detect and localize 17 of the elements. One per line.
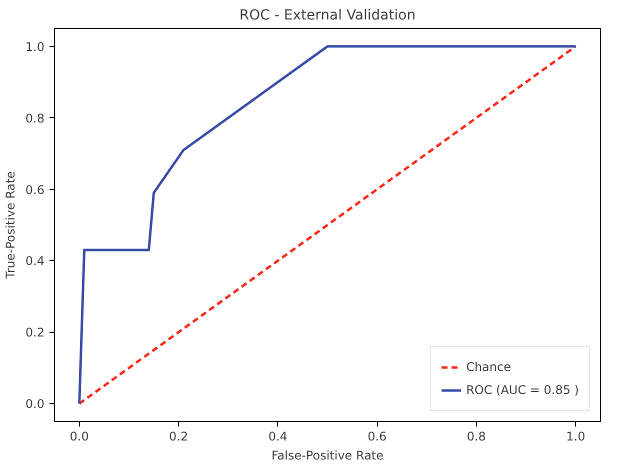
y-tick-label: 0.8 — [25, 111, 45, 126]
x-tick-label: 0.2 — [169, 430, 188, 444]
y-tick-label: 1.0 — [25, 40, 45, 54]
y-tick-label: 0.0 — [25, 397, 45, 412]
y-tick-label: 0.4 — [25, 254, 45, 268]
x-tick-label: 1.0 — [566, 430, 586, 444]
x-tick-label: 0.6 — [368, 430, 387, 444]
legend-label: Chance — [466, 360, 511, 374]
x-tick-label: 0.8 — [466, 430, 486, 444]
x-tick-label: 0.4 — [268, 430, 288, 444]
x-axis-title: False-Positive Rate — [271, 448, 384, 462]
y-axis-title: True-Positive Rate — [3, 171, 18, 280]
x-tick-label: 0.0 — [70, 430, 89, 444]
y-tick-label: 0.6 — [25, 182, 45, 197]
y-tick-label: 0.2 — [25, 326, 45, 340]
chart-title: ROC - External Validation — [239, 8, 416, 24]
legend-label: ROC (AUC = 0.85 ) — [466, 383, 579, 397]
